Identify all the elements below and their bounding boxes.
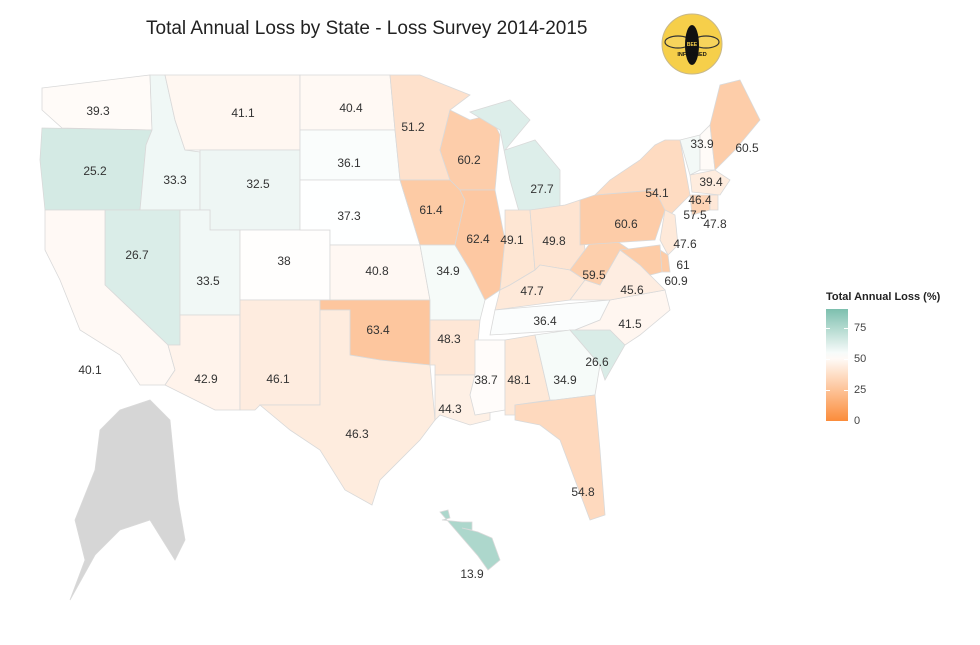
legend-title: Total Annual Loss (%) [826,291,941,303]
state-label-ca: 40.1 [78,363,102,377]
state-label-fl: 54.8 [571,485,595,499]
state-label-la: 44.3 [438,402,462,416]
state-label-ma: 46.4 [688,193,712,207]
state-label-vt: 33.9 [690,137,714,151]
state-label-mn: 51.2 [401,120,425,134]
state-label-sc: 26.6 [585,355,609,369]
state-label-sd: 36.1 [337,156,361,170]
state-ma [689,169,731,196]
state-nm [239,299,321,411]
state-label-mt: 41.1 [231,106,255,120]
state-label-ia: 61.4 [419,203,443,217]
state-me [709,79,761,171]
legend-tick-label: 50 [854,352,867,365]
state-label-ut: 33.5 [196,274,220,288]
state-label-co: 38 [277,254,291,268]
state-label-ky: 47.7 [520,284,544,298]
state-label-me: 60.5 [735,141,759,155]
state-fl [514,394,606,521]
state-label-va: 45.6 [620,283,644,297]
state-il [454,189,506,301]
state-mi [469,99,561,216]
legend-tick-mark [844,327,848,329]
state-label-tn: 36.4 [533,314,557,328]
state-label-ks: 40.8 [365,264,389,278]
state-label-pa: 60.6 [614,217,638,231]
state-label-ne: 37.3 [337,209,361,223]
legend-tick-label: 25 [854,383,867,396]
legend-tick-mark [844,389,848,391]
state-label-id: 33.3 [163,173,187,187]
state-label-ri: 47.8 [703,217,727,231]
state-label-wi: 60.2 [457,153,481,167]
state-label-mo: 34.9 [436,264,460,278]
state-label-ct: 57.5 [683,208,707,222]
state-label-al: 48.1 [507,373,531,387]
state-label-ok: 63.4 [366,323,390,337]
state-label-il: 62.4 [466,232,490,246]
legend-tick-mark [844,358,848,360]
svg-text:BEE: BEE [687,42,698,48]
legend-tick-mark [826,358,830,360]
state-label-wa: 39.3 [86,104,110,118]
state-ak [69,399,186,601]
state-label-nj: 47.6 [673,237,697,251]
map-title: Total Annual Loss by State - Loss Survey… [146,18,588,39]
legend-tick-mark [826,389,830,391]
state-ar [429,319,481,376]
bee-informed-logo: BEE INFORMED [661,13,723,75]
state-label-tx: 46.3 [345,427,369,441]
state-tx [258,309,436,506]
state-label-nh: 39.4 [699,175,723,189]
state-label-ms: 38.7 [474,373,498,387]
state-label-md: 61 [676,258,690,272]
state-ca [44,209,176,386]
state-md [618,244,663,276]
state-label-ga: 34.9 [553,373,577,387]
state-ri [709,194,719,211]
state-hi [439,509,501,571]
state-label-mi: 27.7 [530,182,554,196]
state-label-in: 49.1 [500,233,524,247]
legend-tick-mark [844,421,848,422]
state-label-nd: 40.4 [339,101,363,115]
state-label-nm: 46.1 [266,372,290,386]
legend-tick-mark [826,327,830,329]
svg-text:INFORMED: INFORMED [677,52,706,58]
legend: Total Annual Loss (%) 0 25 50 75 [826,291,941,427]
state-nc [574,289,671,346]
state-label-de: 60.9 [664,274,688,288]
state-label-ar: 48.3 [437,332,461,346]
state-label-oh: 49.8 [542,234,566,248]
state-label-hi: 13.9 [460,567,484,581]
state-label-wv: 59.5 [582,268,606,282]
state-sd [299,129,401,181]
state-label-nc: 41.5 [618,317,642,331]
state-wa [41,74,153,131]
legend-color-bar [826,309,848,421]
state-label-ny: 54.1 [645,186,669,200]
state-label-az: 42.9 [194,372,218,386]
state-label-nv: 26.7 [125,248,149,262]
state-label-wy: 32.5 [246,177,270,191]
legend-tick-mark [826,421,830,422]
legend-tick-label: 75 [854,321,867,334]
state-label-or: 25.2 [83,164,107,178]
state-nj [659,209,679,256]
legend-tick-label: 0 [854,415,861,427]
